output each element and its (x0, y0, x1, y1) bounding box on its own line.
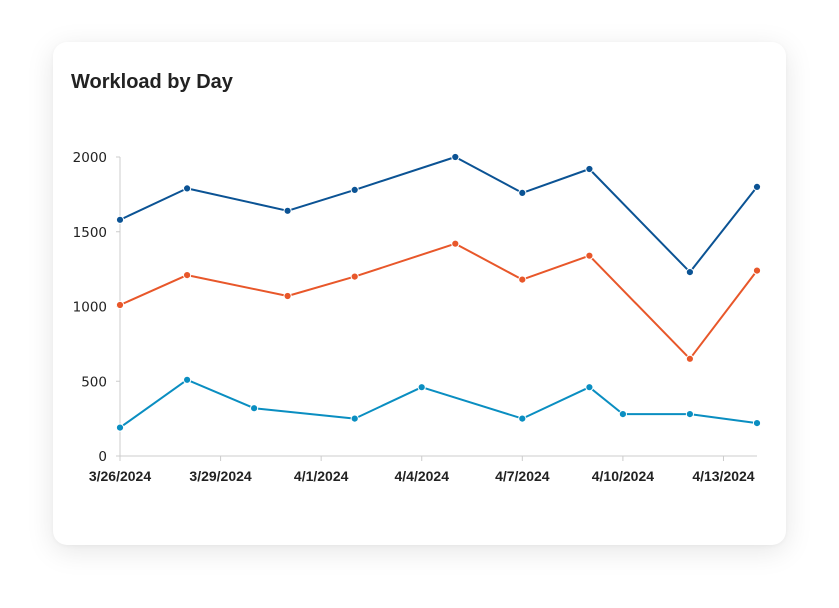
x-tick-label: 3/29/2024 (189, 468, 251, 484)
y-tick-label: 0 (98, 449, 107, 465)
series-3-point (685, 410, 695, 419)
y-tick-label: 2000 (73, 150, 107, 166)
chart-title: Workload by Day (71, 71, 233, 93)
series-1-point (350, 185, 359, 194)
series-3-point (518, 414, 527, 423)
x-tick-label: 4/13/2024 (692, 468, 754, 484)
series-2-point (451, 239, 460, 248)
series-3-point (618, 410, 628, 419)
series-1-point (451, 152, 460, 162)
series-3-point (183, 375, 192, 384)
x-tick-label: 3/26/2024 (89, 468, 151, 484)
series-2-point (518, 275, 527, 284)
series-line-1 (119, 156, 758, 274)
line-chart: 0 500 1000 1500 2000 3/26/2024 3/29/2024 4/1/20… (73, 150, 762, 484)
series-3-point (350, 414, 359, 423)
series-2-point (115, 300, 125, 310)
series-3-point (417, 383, 426, 392)
series-3-point (585, 383, 594, 392)
series-2-point (183, 271, 192, 280)
series-3-point (115, 423, 125, 432)
series-1-point (183, 184, 192, 193)
x-tick-label: 4/1/2024 (294, 468, 349, 484)
series-2-point (685, 354, 695, 363)
y-tick-label: 1000 (73, 300, 107, 316)
series-1-point (283, 206, 292, 215)
series-1-point (752, 182, 762, 191)
series-2-point (350, 272, 359, 281)
y-tick-label: 1500 (73, 225, 107, 241)
series-2-point (752, 266, 762, 275)
series-3-point (752, 419, 762, 428)
y-tick-label: 500 (81, 374, 107, 390)
series-2-point (585, 251, 594, 260)
series-line-3 (119, 378, 758, 429)
series-line-2 (119, 242, 758, 360)
series-1-point (518, 188, 527, 197)
x-tick-label: 4/4/2024 (394, 468, 449, 484)
series-1-point (585, 164, 594, 174)
series-1-point (685, 268, 695, 277)
series-1-point (115, 215, 125, 224)
series-2-point (283, 291, 292, 301)
chart-card: Workload by Day 0 500 1000 1500 2000 3/26/202… (53, 42, 786, 545)
x-tick-label: 4/10/2024 (592, 468, 654, 484)
x-tick-label: 4/7/2024 (495, 468, 550, 484)
series-3-point (250, 404, 259, 413)
